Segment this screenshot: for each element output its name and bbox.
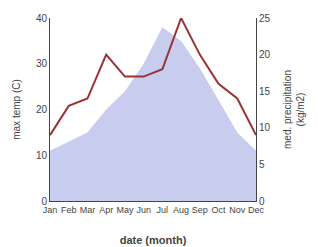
- svg-text:40: 40: [36, 13, 48, 24]
- svg-text:20: 20: [36, 104, 48, 115]
- svg-text:date (month): date (month): [120, 234, 187, 246]
- svg-text:max temp (C): max temp (C): [11, 79, 22, 140]
- svg-text:May: May: [116, 205, 134, 215]
- svg-text:Sep: Sep: [192, 205, 208, 215]
- svg-text:10: 10: [36, 150, 48, 161]
- svg-text:20: 20: [259, 49, 271, 60]
- svg-text:Mar: Mar: [80, 205, 96, 215]
- svg-text:30: 30: [36, 58, 48, 69]
- svg-text:0: 0: [259, 196, 265, 207]
- svg-text:15: 15: [259, 86, 271, 97]
- svg-text:10: 10: [259, 122, 271, 133]
- svg-text:Nov: Nov: [229, 205, 246, 215]
- svg-text:0: 0: [41, 196, 47, 207]
- svg-text:Jul: Jul: [157, 205, 169, 215]
- svg-text:25: 25: [259, 13, 271, 24]
- svg-text:Jun: Jun: [136, 205, 151, 215]
- svg-text:Dec: Dec: [248, 205, 265, 215]
- svg-text:Oct: Oct: [212, 205, 227, 215]
- svg-text:Jan: Jan: [43, 205, 58, 215]
- svg-text:Aug: Aug: [173, 205, 189, 215]
- svg-text:5: 5: [259, 159, 265, 170]
- svg-text:Apr: Apr: [99, 205, 113, 215]
- svg-text:Feb: Feb: [61, 205, 77, 215]
- svg-text:med. precipitation(kg/m2): med. precipitation(kg/m2): [282, 70, 306, 149]
